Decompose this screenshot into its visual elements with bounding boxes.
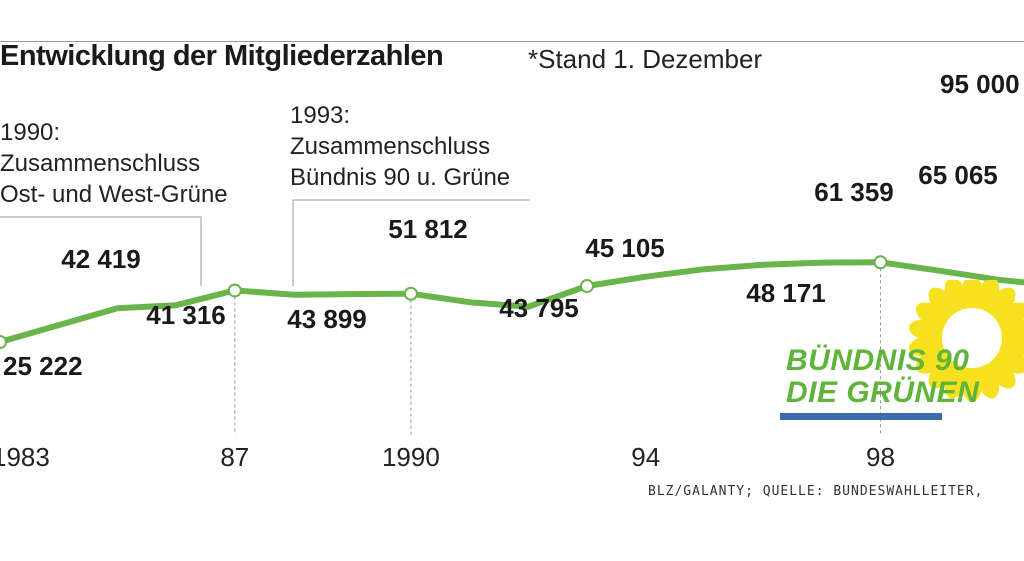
annotation-1993: 1993: Zusammenschluss Bündnis 90 u. Grün… — [290, 100, 510, 193]
annotation-1990-line1: 1990: — [0, 119, 61, 146]
data-point-marker — [0, 335, 7, 349]
chart-title: Entwicklung der Mitgliederzahlen — [0, 40, 444, 72]
data-label: 65 065 — [918, 160, 998, 190]
annotation-1990-bracket — [0, 216, 202, 286]
data-label: 25 222 — [3, 351, 83, 381]
x-tick-label: 1990 — [382, 442, 440, 472]
annotation-1990-line2: Zusammenschluss — [0, 150, 201, 177]
data-label: 45 105 — [585, 233, 665, 263]
annotation-1990: 1990: Zusammenschluss Ost- und West-Grün… — [0, 117, 228, 210]
sunflower-petal — [944, 280, 971, 320]
logo-text-line1: BÜNDNIS 90 — [786, 344, 970, 377]
data-label: 42 419 — [61, 244, 141, 274]
data-point-marker — [873, 255, 888, 270]
x-tick-label: 1983 — [0, 442, 50, 472]
annotation-1993-line3: Bündnis 90 u. Grüne — [290, 164, 511, 191]
data-label: 43 795 — [499, 293, 579, 323]
annotation-1993-line2: Zusammenschluss — [290, 133, 491, 160]
data-label: 43 899 — [287, 304, 367, 334]
data-label: 48 171 — [746, 278, 826, 308]
data-label: 95 000 — [940, 69, 1020, 99]
x-tick-label: 94 — [631, 442, 660, 472]
data-label: 51 812 — [388, 214, 468, 244]
source-credit: BLZ/GALANTY; QUELLE: BUNDESWAHLLEITER, — [648, 484, 984, 499]
data-point-marker — [580, 279, 594, 293]
x-tick-label: 98 — [866, 442, 895, 472]
annotation-1993-line1: 1993: — [290, 102, 351, 129]
party-logo: BÜNDNIS 90 DIE GRÜNEN — [780, 280, 1024, 430]
data-label: 61 359 — [814, 177, 894, 207]
date-note: *Stand 1. Dezember — [528, 44, 763, 74]
logo-bar — [780, 413, 942, 420]
logo-text-line2: DIE GRÜNEN — [786, 376, 980, 409]
series-line — [0, 259, 1024, 345]
annotation-1990-line3: Ost- und West-Grüne — [0, 181, 228, 208]
data-point-marker — [227, 283, 242, 298]
data-label: 41 316 — [146, 300, 226, 330]
annotation-1993-bracket — [292, 199, 530, 286]
x-tick-label: 87 — [220, 442, 249, 472]
top-rule — [0, 41, 1024, 42]
sunflower-icon — [908, 280, 1024, 402]
data-point-marker — [403, 286, 418, 301]
